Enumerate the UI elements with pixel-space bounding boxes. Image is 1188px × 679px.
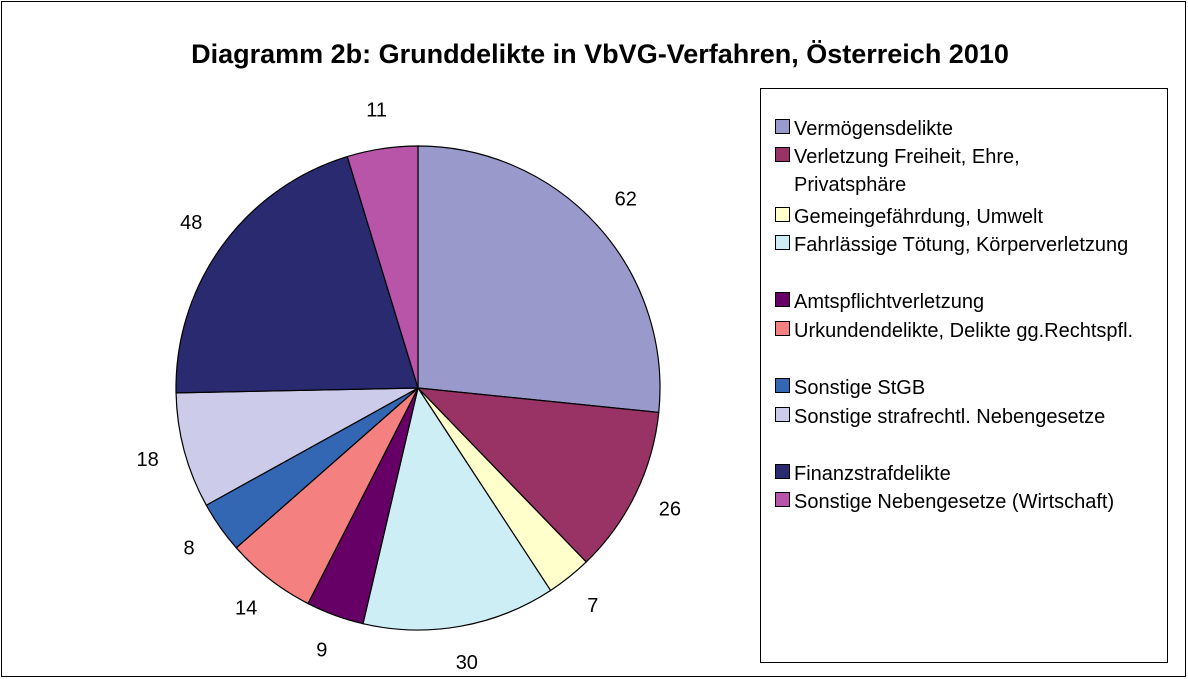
legend-label: Sonstige StGB [794,377,926,399]
data-label: 18 [136,449,158,471]
legend-label: Amtspflichtverletzung [794,291,985,313]
data-label: 11 [366,99,387,121]
pie-slice [417,145,661,414]
legend-entry: Finanzstrafdelikte [775,460,1155,488]
legend-swatch [775,235,790,250]
pie-slice [175,155,419,394]
legend-entry: Sonstige Nebengesetze (Wirtschaft) [775,488,1155,516]
pie-slice [362,386,552,631]
data-label: 48 [180,212,202,234]
legend-label: Verletzung Freiheit, Ehre, Privatsphäre [794,146,1020,196]
legend-label: Sonstige strafrechtl. Nebengesetze [794,406,1106,428]
legend-label: Sonstige Nebengesetze (Wirtschaft) [794,491,1115,513]
legend-entry: Gemeingefährdung, Umwelt [775,203,1155,231]
legend-swatch [775,464,790,479]
legend-label: Gemeingefährdung, Umwelt [794,206,1044,228]
data-label: 7 [587,595,598,617]
legend-swatch [775,321,790,336]
pie-slice [175,387,419,507]
data-label: 9 [316,639,327,661]
legend: Vermögensdelikte Verletzung Freiheit, Ehr… [760,88,1168,663]
legend-swatch [775,207,790,222]
pie-slice [416,387,660,563]
legend-swatch [775,378,790,393]
legend-entry: Vermögensdelikte [775,115,1155,143]
legend-label: Urkundendelikte, Delikte gg.Rechtspfl. [794,320,1134,342]
data-label: 30 [456,652,478,674]
legend-swatch [775,147,790,162]
pie-slice [346,145,419,389]
legend-entry: Urkundendelikte, Delikte gg.Rechtspfl. [775,317,1155,345]
legend-swatch [775,292,790,307]
legend-label: Finanzstrafdelikte [794,463,951,485]
data-label: 8 [183,537,194,559]
legend-entry: Sonstige StGB [775,374,1155,402]
legend-swatch [775,492,790,507]
chart-title: Diagramm 2b: Grunddelikte in VbVG-Verfah… [191,39,1009,69]
data-label: 62 [615,189,637,211]
legend-entry: Sonstige strafrechtl. Nebengesetze [775,403,1155,431]
legend-label: Fahrlässige Tötung, Körperverletzung [794,234,1129,256]
data-label: 26 [659,498,681,520]
legend-swatch [775,119,790,134]
legend-entry: Fahrlässige Tötung, Körperverletzung [775,231,1155,259]
data-label: 14 [235,597,257,619]
legend-swatch [775,407,790,422]
legend-entry: Amtspflichtverletzung [775,288,1155,316]
legend-entry: Verletzung Freiheit, Ehre, Privatsphäre [775,143,1155,199]
legend-label: Vermögensdelikte [794,118,953,140]
